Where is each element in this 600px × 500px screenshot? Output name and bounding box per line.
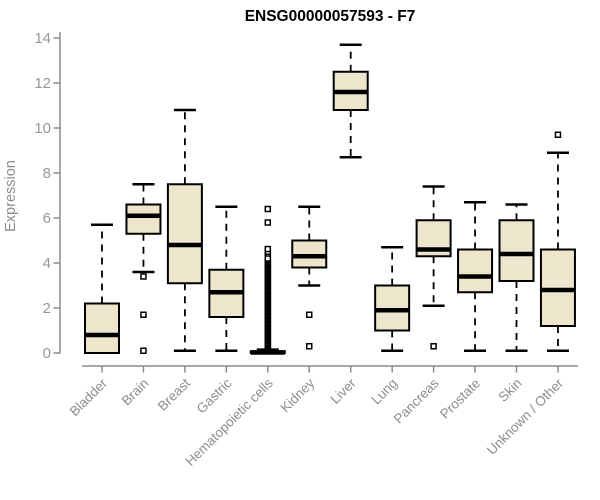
chart-title: ENSG00000057593 - F7 [245, 8, 416, 25]
y-tick-label: 14 [34, 30, 51, 47]
outlier-marker [430, 343, 437, 350]
x-category-label: Unknown / Other [484, 375, 567, 458]
boxplot-box [457, 201, 494, 352]
outlier-marker [306, 311, 313, 318]
outlier-marker [140, 347, 147, 354]
x-category-label: Bladder [67, 375, 111, 419]
y-tick-label: 2 [43, 300, 51, 317]
x-category-label: Liver [328, 375, 360, 407]
x-category-label: Brain [119, 376, 152, 409]
y-tick-label: 0 [43, 345, 51, 362]
y-tick-label: 6 [43, 210, 51, 227]
x-category-label: Breast [155, 375, 193, 413]
outlier-marker [264, 245, 272, 253]
outlier-marker [264, 219, 272, 226]
outlier-marker [264, 205, 272, 213]
iqr-box [166, 183, 203, 285]
x-category-label: Kidney [278, 375, 318, 415]
outlier-marker [140, 311, 147, 318]
outlier-marker [554, 131, 562, 138]
iqr-box [498, 219, 535, 282]
y-tick-label: 12 [34, 75, 51, 92]
boxplot-box [208, 205, 245, 352]
y-tick-label: 10 [34, 120, 51, 137]
boxplot-box [166, 108, 203, 352]
boxplot-box [249, 205, 286, 355]
y-tick-label: 8 [43, 165, 51, 182]
boxplot-box [415, 185, 452, 350]
x-category-label: Pancreas [391, 375, 442, 426]
outlier-marker [264, 255, 272, 262]
outlier-marker [140, 273, 147, 280]
x-category-label: Skin [495, 376, 524, 405]
y-axis-label: Expression [3, 160, 19, 232]
y-tick-label: 4 [43, 255, 51, 272]
boxplot-box [84, 223, 120, 354]
boxplot-box [539, 131, 576, 352]
iqr-box [457, 248, 494, 294]
boxplot-box [374, 246, 411, 352]
axes: 0 2 4 6 8 10 12 14 [34, 30, 578, 373]
boxplot-box [498, 203, 535, 352]
boxplot-box [332, 43, 369, 159]
boxplot-box [125, 183, 162, 354]
x-category-label: Gastric [194, 375, 235, 416]
x-category-label: Lung [368, 376, 400, 408]
boxplot-box [291, 205, 328, 350]
x-category-label: Prostate [437, 376, 483, 422]
iqr-box [84, 302, 120, 354]
iqr-box [125, 203, 162, 235]
boxes [84, 43, 576, 355]
outlier-marker [306, 343, 313, 350]
